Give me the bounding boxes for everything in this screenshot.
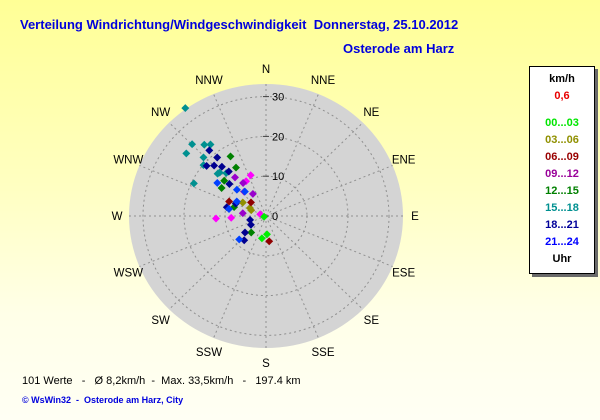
compass-label-n: N: [262, 64, 270, 76]
legend-unit-header: km/h: [549, 73, 575, 85]
compass-label-wsw: WSW: [114, 267, 144, 279]
legend-entry-09---12: 09...12: [545, 168, 579, 180]
ring-label-10: 10: [272, 171, 284, 183]
legend-calm-value: 0,6: [554, 90, 570, 102]
compass-label-sse: SSE: [312, 347, 335, 359]
legend-entries: 00...03 03...06 06...09 09...12 12...15 15...…: [530, 115, 594, 251]
compass-label-ne: NE: [363, 107, 379, 119]
copyright-line: © WsWin32 - Osterode am Harz, City: [22, 395, 184, 405]
compass-label-e: E: [411, 211, 419, 223]
legend-entry-03---06: 03...06: [545, 134, 579, 146]
legend-entry-12---15: 12...15: [545, 185, 579, 197]
legend-spacer: [530, 105, 594, 115]
compass-label-se: SE: [364, 315, 380, 327]
legend-box: km/h 0,6 00...03 03...06 06...09 09...12 12.…: [529, 66, 595, 274]
ring-label-20: 20: [272, 131, 284, 143]
legend-entry-21---24: 21...24: [545, 236, 579, 248]
compass-label-nnw: NNW: [195, 75, 223, 87]
page-title: Verteilung Windrichtung/Windgeschwindigk…: [20, 17, 459, 32]
legend-entry-00---03: 00...03: [545, 117, 579, 129]
wind-data-point: [263, 230, 271, 239]
compass-label-ese: ESE: [392, 267, 415, 279]
legend-entry-18---21: 18...21: [545, 219, 579, 231]
wind-data-point: [257, 234, 266, 243]
compass-label-wnw: WNW: [113, 155, 143, 167]
compass-label-nne: NNE: [311, 75, 336, 87]
wind-data-point: [265, 237, 274, 246]
compass-label-ene: ENE: [392, 155, 416, 167]
ring-label-30: 30: [272, 92, 284, 104]
wind-data-point: [260, 212, 269, 221]
compass-label-s: S: [262, 358, 270, 370]
compass-label-ssw: SSW: [196, 347, 222, 359]
compass-label-sw: SW: [151, 315, 170, 327]
compass-labels: N NNE NE ENE E ESE SE SSE S SSW SW WSW W WNW NW NNW: [112, 64, 420, 370]
page-subtitle: Osterode am Harz: [343, 41, 455, 56]
legend-uhr-footer: Uhr: [552, 253, 572, 265]
compass-label-nw: NW: [151, 107, 170, 119]
legend-entry-15---18: 15...18: [545, 202, 579, 214]
compass-label-w: W: [112, 211, 123, 223]
ring-label-0: 0: [272, 211, 278, 223]
legend-entry-06---09: 06...09: [545, 151, 579, 163]
ring-labels: 0 10 20 30: [272, 92, 284, 223]
stats-line: 101 Werte - Ø 8,2km/h - Max. 33,5km/h - …: [22, 375, 301, 387]
series-00---03: [257, 212, 271, 243]
